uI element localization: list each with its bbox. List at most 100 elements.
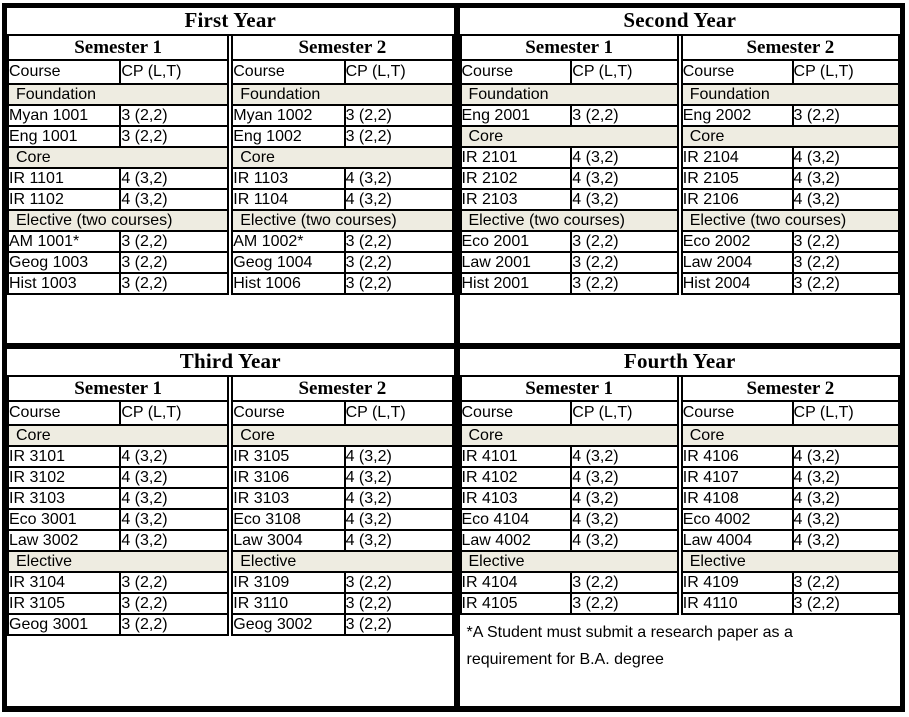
course-credit: 4 (3,2) bbox=[570, 466, 679, 489]
course-credit: 4 (3,2) bbox=[570, 508, 679, 531]
section-row: Core bbox=[7, 424, 230, 447]
semester-table: Semester 2 Course CP (L,T) Foundation My… bbox=[231, 36, 454, 295]
course-row: IR 2102 4 (3,2) bbox=[459, 167, 679, 190]
course-credit: 3 (2,2) bbox=[570, 592, 679, 615]
course-row: IR 3105 3 (2,2) bbox=[7, 592, 230, 615]
course-code: Law 2001 bbox=[459, 251, 573, 274]
semester-title-row: Semester 1 bbox=[7, 377, 230, 402]
course-code: IR 3103 bbox=[7, 487, 122, 510]
section-label: Foundation bbox=[231, 83, 454, 106]
course-code: IR 4107 bbox=[680, 466, 794, 489]
course-code: Eng 2002 bbox=[680, 104, 794, 127]
course-row: Eco 4104 4 (3,2) bbox=[459, 508, 679, 531]
semester-tables: Semester 1 Course CP (L,T) Foundation En… bbox=[459, 36, 900, 295]
course-credit: 3 (2,2) bbox=[791, 104, 900, 127]
course-row: Eng 1001 3 (2,2) bbox=[7, 125, 230, 148]
semester-title: Semester 1 bbox=[459, 36, 679, 61]
year-block-first-year: First Year Semester 1 Course CP (L,T) Fo… bbox=[7, 8, 454, 343]
course-code: IR 1102 bbox=[7, 188, 122, 211]
course-credit: 4 (3,2) bbox=[791, 508, 900, 531]
section-label: Elective (two courses) bbox=[7, 209, 230, 232]
course-code: Hist 1006 bbox=[231, 272, 346, 295]
semester-title-row: Semester 2 bbox=[680, 36, 900, 61]
course-credit: 4 (3,2) bbox=[343, 466, 454, 489]
footnote: *A Student must submit a research paper … bbox=[460, 615, 901, 673]
course-row: Myan 1002 3 (2,2) bbox=[231, 104, 454, 127]
course-row: AM 1001* 3 (2,2) bbox=[7, 230, 230, 253]
course-code: IR 2103 bbox=[459, 188, 573, 211]
course-code: IR 4103 bbox=[459, 487, 573, 510]
column-header-row: Course CP (L,T) bbox=[680, 400, 900, 426]
course-row: Eco 3108 4 (3,2) bbox=[231, 508, 454, 531]
section-row: Elective (two courses) bbox=[231, 209, 454, 232]
semester-title-row: Semester 1 bbox=[7, 36, 230, 61]
course-credit: 4 (3,2) bbox=[119, 167, 230, 190]
course-row: IR 1103 4 (3,2) bbox=[231, 167, 454, 190]
course-row: IR 2106 4 (3,2) bbox=[680, 188, 900, 211]
footnote-line-1: *A Student must submit a research paper … bbox=[466, 624, 793, 641]
semester-table: Semester 2 Course CP (L,T) Foundation En… bbox=[680, 36, 900, 295]
section-label: Elective bbox=[7, 550, 230, 573]
course-code: IR 2105 bbox=[680, 167, 794, 190]
section-row: Core bbox=[231, 424, 454, 447]
course-code: IR 3105 bbox=[7, 592, 122, 615]
semester-table: Semester 2 Course CP (L,T) Core IR 4106 … bbox=[680, 377, 900, 615]
course-row: IR 4104 3 (2,2) bbox=[459, 571, 679, 594]
course-column-header: Course bbox=[7, 400, 122, 426]
course-credit: 3 (2,2) bbox=[343, 571, 454, 594]
course-row: Hist 1006 3 (2,2) bbox=[231, 272, 454, 295]
semester-title-row: Semester 2 bbox=[231, 36, 454, 61]
course-code: Eco 2001 bbox=[459, 230, 573, 253]
course-code: Eng 1002 bbox=[231, 125, 346, 148]
course-credit: 3 (2,2) bbox=[570, 230, 679, 253]
course-row: Geog 3001 3 (2,2) bbox=[7, 613, 230, 636]
course-credit: 3 (2,2) bbox=[570, 272, 679, 295]
course-code: IR 3106 bbox=[231, 466, 346, 489]
course-credit: 4 (3,2) bbox=[791, 529, 900, 552]
section-row: Core bbox=[680, 125, 900, 148]
course-code: IR 1103 bbox=[231, 167, 346, 190]
footnote-line-2: requirement for B.A. degree bbox=[466, 651, 664, 668]
semester-table: Semester 1 Course CP (L,T) Foundation En… bbox=[459, 36, 679, 295]
course-row: IR 2105 4 (3,2) bbox=[680, 167, 900, 190]
course-code: IR 3103 bbox=[231, 487, 346, 510]
course-column-header: Course bbox=[459, 400, 573, 426]
course-code: Geog 3001 bbox=[7, 613, 122, 636]
course-credit: 3 (2,2) bbox=[570, 104, 679, 127]
section-label: Foundation bbox=[459, 83, 679, 106]
course-row: IR 4103 4 (3,2) bbox=[459, 487, 679, 510]
course-code: IR 3102 bbox=[7, 466, 122, 489]
course-code: Geog 1004 bbox=[231, 251, 346, 274]
course-row: IR 1104 4 (3,2) bbox=[231, 188, 454, 211]
cp-column-header: CP (L,T) bbox=[570, 59, 679, 85]
course-row: Law 2001 3 (2,2) bbox=[459, 251, 679, 274]
course-credit: 3 (2,2) bbox=[119, 272, 230, 295]
course-code: Eco 4104 bbox=[459, 508, 573, 531]
section-row: Core bbox=[459, 424, 679, 447]
course-credit: 4 (3,2) bbox=[119, 445, 230, 468]
course-code: Myan 1002 bbox=[231, 104, 346, 127]
course-column-header: Course bbox=[231, 400, 346, 426]
cp-column-header: CP (L,T) bbox=[791, 400, 900, 426]
course-credit: 3 (2,2) bbox=[570, 571, 679, 594]
course-row: IR 2103 4 (3,2) bbox=[459, 188, 679, 211]
course-code: IR 4102 bbox=[459, 466, 573, 489]
course-row: IR 2104 4 (3,2) bbox=[680, 146, 900, 169]
course-row: IR 3110 3 (2,2) bbox=[231, 592, 454, 615]
course-rows: Core IR 4101 4 (3,2) IR 4102 4 (3,2) IR … bbox=[459, 424, 679, 615]
course-code: IR 4109 bbox=[680, 571, 794, 594]
column-header-row: Course CP (L,T) bbox=[680, 59, 900, 85]
course-credit: 4 (3,2) bbox=[119, 188, 230, 211]
course-row: IR 3101 4 (3,2) bbox=[7, 445, 230, 468]
course-row: IR 4107 4 (3,2) bbox=[680, 466, 900, 489]
course-rows: Core IR 3101 4 (3,2) IR 3102 4 (3,2) IR … bbox=[7, 424, 230, 636]
course-row: Eco 4002 4 (3,2) bbox=[680, 508, 900, 531]
section-label: Foundation bbox=[680, 83, 900, 106]
section-label: Elective bbox=[680, 550, 900, 573]
course-credit: 3 (2,2) bbox=[570, 251, 679, 274]
course-row: Eng 2001 3 (2,2) bbox=[459, 104, 679, 127]
course-code: IR 1104 bbox=[231, 188, 346, 211]
course-row: IR 4105 3 (2,2) bbox=[459, 592, 679, 615]
course-row: Hist 2004 3 (2,2) bbox=[680, 272, 900, 295]
course-row: IR 3105 4 (3,2) bbox=[231, 445, 454, 468]
